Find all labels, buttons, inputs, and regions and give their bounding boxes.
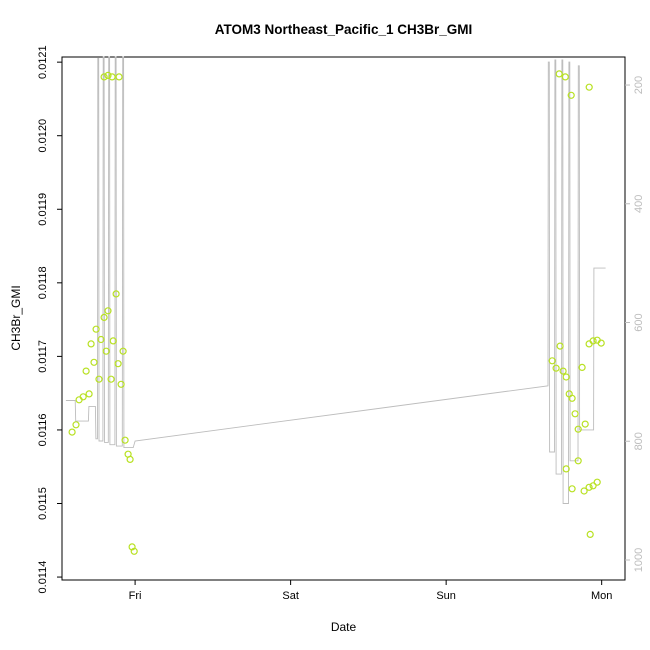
observations-point [589, 337, 597, 345]
y-tick-label: 0.0115 [37, 487, 49, 520]
observations-point [119, 347, 127, 355]
y-tick-label: 0.0118 [37, 266, 49, 299]
observations-point [578, 363, 586, 371]
x-tick-label: Sat [282, 590, 299, 602]
x-tick-label: Mon [591, 590, 612, 602]
observations-point [559, 367, 567, 375]
observations-point [552, 364, 560, 372]
observations-point [586, 530, 594, 539]
observations-point [109, 337, 117, 345]
observations-point [556, 342, 564, 350]
observations-point [574, 457, 582, 465]
observations-point [82, 367, 90, 375]
observations-point [562, 373, 570, 381]
observations-point [85, 390, 93, 398]
observations-point [597, 339, 605, 347]
observations-point [571, 410, 579, 418]
observations-point [92, 325, 100, 333]
observations-point [562, 465, 570, 473]
observations-point [100, 73, 108, 81]
observations-point [87, 340, 95, 348]
observations-point [561, 73, 569, 81]
observations-point [97, 335, 105, 344]
y-tick-label: 0.0117 [37, 340, 49, 373]
observations-point [79, 393, 87, 401]
observations-point [130, 547, 138, 555]
observations-point [585, 83, 593, 91]
right-tick-label: 200 [633, 76, 645, 94]
observations-point [548, 357, 556, 365]
right-tick-label: 600 [633, 313, 645, 331]
y-tick-label: 0.0121 [37, 45, 49, 79]
observations-point [102, 347, 110, 355]
observations-point [72, 421, 80, 429]
right-tick-label: 800 [633, 432, 645, 450]
observations-point [121, 436, 129, 444]
y-tick-label: 0.0116 [37, 414, 49, 447]
right-tick-label: 1000 [633, 548, 645, 572]
x-axis-label: Date [330, 620, 357, 634]
observations-point [593, 478, 601, 486]
observations-point [75, 396, 83, 404]
y-tick-label: 0.0119 [37, 193, 49, 226]
observations-point [115, 73, 123, 81]
plot-border [61, 56, 626, 581]
chart-title: ATOM3 Northeast_Pacific_1 CH3Br_GMI [214, 22, 473, 37]
observations-point [589, 482, 597, 490]
observations-point [585, 483, 593, 491]
observations-point [107, 375, 115, 383]
observations-point [104, 307, 112, 315]
observations-point [108, 73, 116, 81]
model-trace-line [65, 56, 606, 504]
observations-point [95, 375, 103, 383]
y-tick-label: 0.0114 [37, 561, 49, 594]
observations-point [555, 70, 563, 78]
observations-point [574, 425, 582, 433]
observations-point [567, 91, 575, 99]
observations-point [117, 380, 125, 388]
x-tick-label: Fri [129, 590, 142, 602]
observations-point [114, 360, 122, 368]
observations-point [568, 394, 576, 402]
observations-point [112, 290, 120, 298]
observations-point [90, 358, 98, 366]
x-tick-label: Sun [436, 590, 456, 602]
observations-point [126, 455, 134, 463]
right-tick-label: 400 [633, 195, 645, 213]
observations-point [580, 487, 588, 495]
observations-point [568, 485, 576, 493]
observations-point [581, 420, 589, 428]
observations-point [100, 313, 108, 321]
observations-point [68, 428, 76, 436]
y-tick-label: 0.0120 [37, 119, 49, 153]
observations-point [104, 71, 112, 80]
